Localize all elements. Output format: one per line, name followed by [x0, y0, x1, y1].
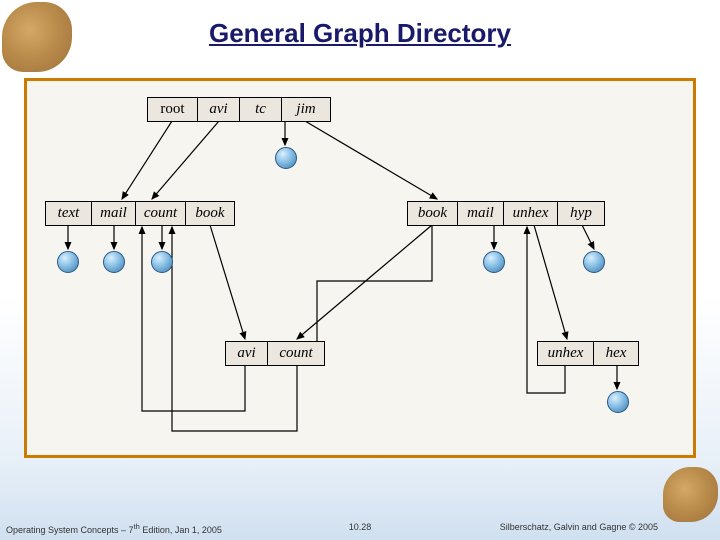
file-node-tc_file [275, 147, 297, 169]
file-node-hex_file [607, 391, 629, 413]
dir-cell: text [46, 202, 92, 225]
file-node-text_file [57, 251, 79, 273]
dir-row-br: unhexhex [537, 341, 639, 366]
file-node-rmail_file [483, 251, 505, 273]
slide-title: General Graph Directory [0, 18, 720, 49]
dir-cell: tc [240, 98, 282, 121]
dir-cell: unhex [504, 202, 558, 225]
graph-edge [534, 225, 567, 339]
dir-cell: jim [282, 98, 330, 121]
dir-cell: mail [92, 202, 136, 225]
dir-cell: count [136, 202, 186, 225]
dir-cell: hyp [558, 202, 604, 225]
diagram-frame: rootavitcjimtextmailcountbookbookmailunh… [24, 78, 696, 458]
graph-edge [122, 121, 172, 199]
dir-cell: mail [458, 202, 504, 225]
graph-edge [305, 121, 437, 199]
dir-cell: avi [198, 98, 240, 121]
dir-row-left: textmailcountbook [45, 201, 235, 226]
dir-cell: hex [594, 342, 638, 365]
graph-edge [152, 121, 219, 199]
graph-edge [527, 227, 565, 393]
graph-edge [317, 225, 432, 341]
dir-cell: book [408, 202, 458, 225]
file-node-count_file [151, 251, 173, 273]
dir-row-bl: avicount [225, 341, 325, 366]
dir-cell: unhex [538, 342, 594, 365]
footer-copyright: Silberschatz, Galvin and Gagne © 2005 [500, 522, 658, 532]
dir-row-right: bookmailunhexhyp [407, 201, 605, 226]
dir-cell: count [268, 342, 324, 365]
graph-edge [297, 225, 432, 339]
graph-edge [582, 225, 594, 249]
dir-cell: avi [226, 342, 268, 365]
dinosaur-logo-bottom [663, 467, 718, 522]
slide-footer: Operating System Concepts – 7th Edition,… [0, 522, 720, 536]
diagram-canvas: rootavitcjimtextmailcountbookbookmailunh… [27, 81, 693, 455]
file-node-mail_file [103, 251, 125, 273]
graph-edge [172, 227, 297, 431]
dir-row-top: rootavitcjim [147, 97, 331, 122]
dir-cell: root [148, 98, 198, 121]
file-node-hyp_file [583, 251, 605, 273]
graph-edge [210, 225, 245, 339]
dir-cell: book [186, 202, 234, 225]
